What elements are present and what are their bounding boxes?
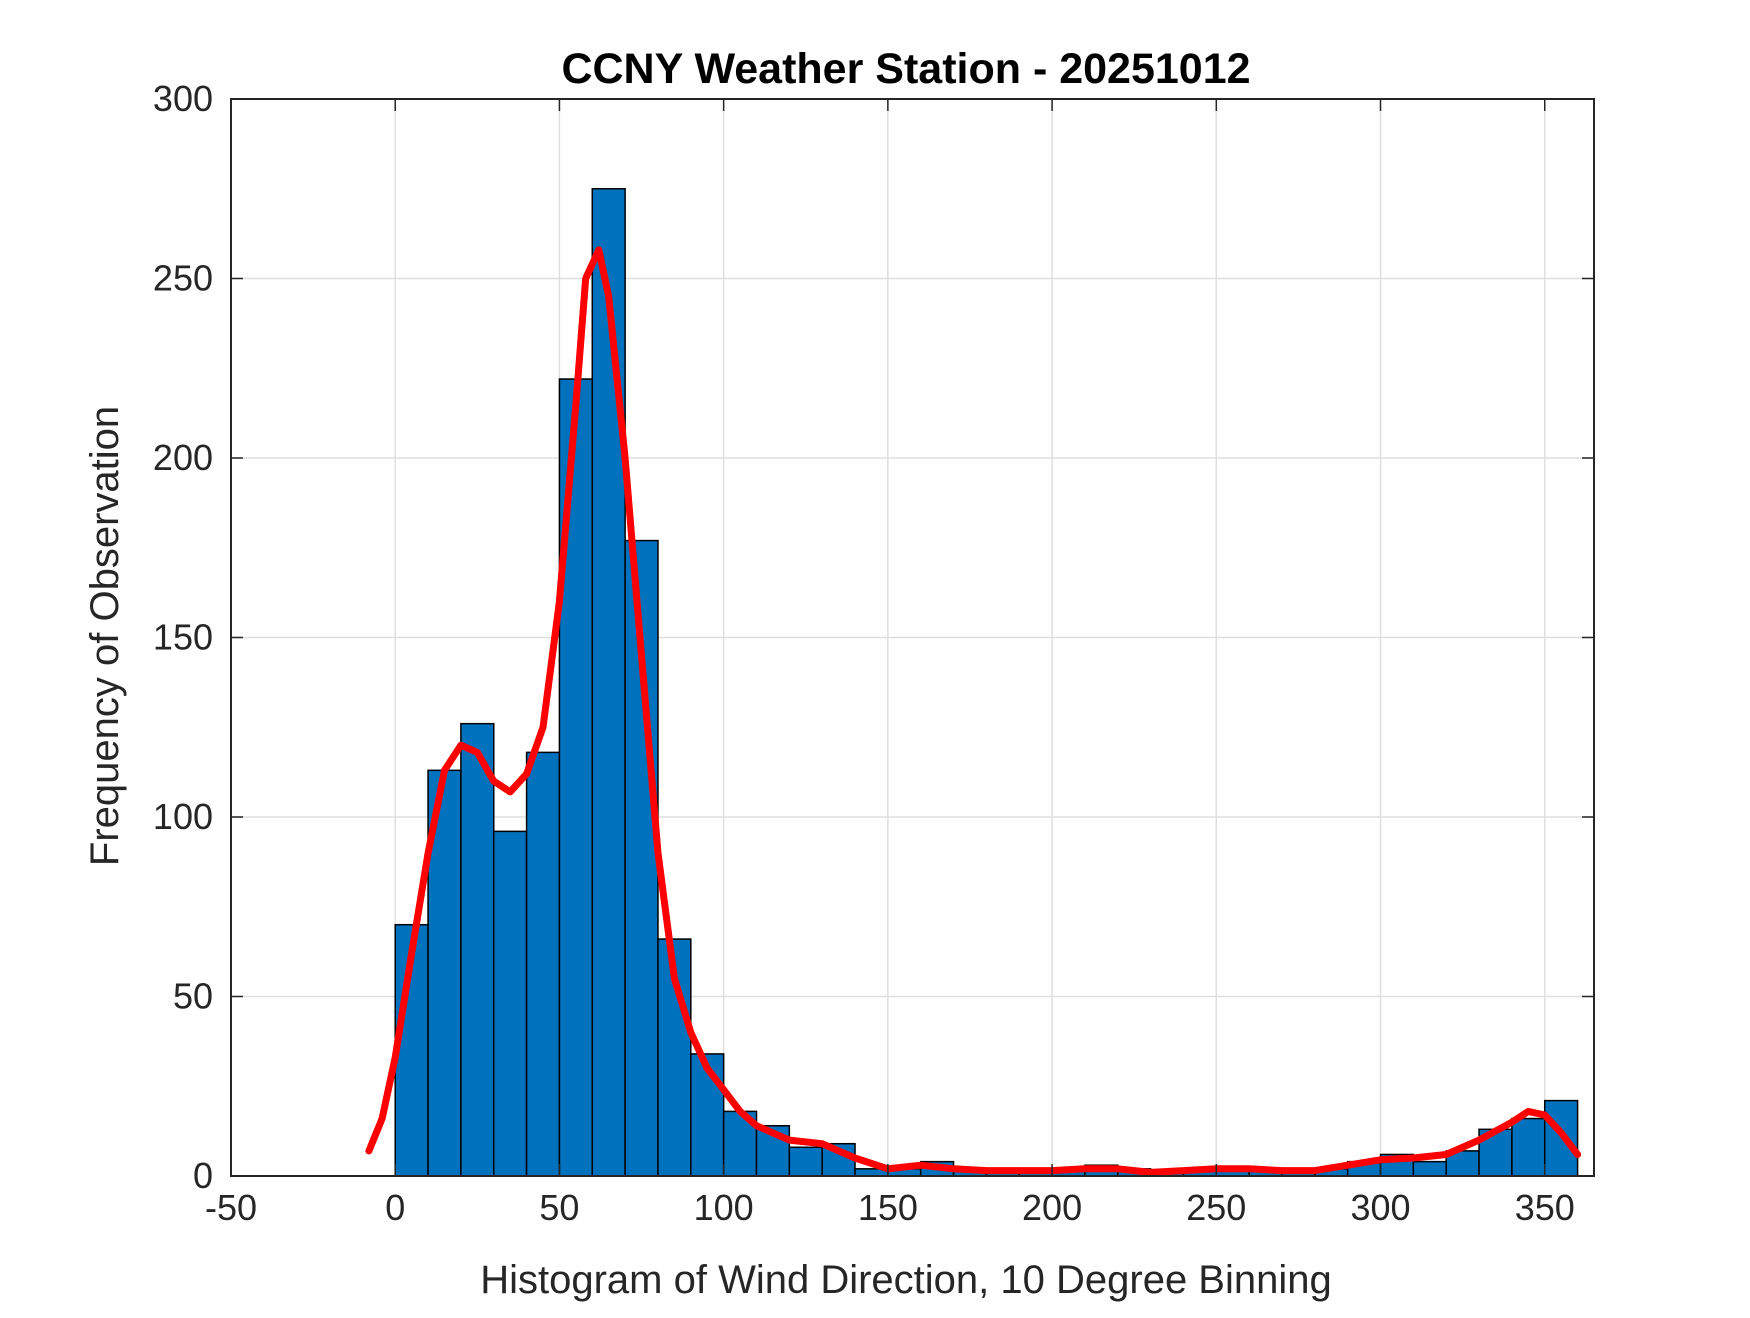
- x-axis-tick-labels: -50 0 50 100 150 200 250 300 350: [205, 1187, 1575, 1228]
- y-tick-label-2: 100: [153, 796, 213, 837]
- x-axis-label: Histogram of Wind Direction, 10 Degree B…: [480, 1258, 1332, 1302]
- bar-50: [558, 378, 594, 1177]
- bar-340: [1511, 1117, 1546, 1177]
- x-tick-label-1: 0: [385, 1187, 405, 1228]
- x-tick-label-8: 350: [1515, 1187, 1575, 1228]
- x-tick-label-7: 300: [1350, 1187, 1410, 1228]
- bar-40: [525, 751, 561, 1177]
- y-tick-label-4: 200: [153, 437, 213, 478]
- x-tick-label-5: 200: [1022, 1187, 1082, 1228]
- bar-120: [788, 1146, 823, 1177]
- x-tick-label-0: -50: [205, 1187, 257, 1228]
- x-tick-label-6: 250: [1186, 1187, 1246, 1228]
- axis-ticks: [230, 98, 1594, 1177]
- y-tick-label-0: 0: [193, 1155, 213, 1196]
- bar-30: [492, 830, 528, 1177]
- bar-60: [591, 188, 626, 1177]
- y-tick-label-5: 250: [153, 258, 213, 299]
- histogram-bars: [394, 188, 1579, 1177]
- y-tick-label-6: 300: [153, 78, 213, 119]
- x-tick-label-2: 50: [539, 1187, 579, 1228]
- x-tick-label-4: 150: [858, 1187, 918, 1228]
- bar-310: [1412, 1160, 1447, 1177]
- bar-20: [460, 722, 495, 1177]
- density-curve: [365, 246, 1582, 1176]
- x-tick-label-3: 100: [694, 1187, 754, 1228]
- y-axis-tick-labels: 0 50 100 150 200 250 300: [153, 78, 213, 1196]
- y-tick-label-1: 50: [173, 976, 213, 1017]
- chart-title: CCNY Weather Station - 20251012: [561, 45, 1250, 93]
- grid-lines: [231, 99, 1594, 1176]
- bar-90: [690, 1053, 725, 1177]
- y-axis-label: Frequency of Observation: [83, 406, 127, 866]
- y-tick-label-3: 150: [153, 617, 213, 658]
